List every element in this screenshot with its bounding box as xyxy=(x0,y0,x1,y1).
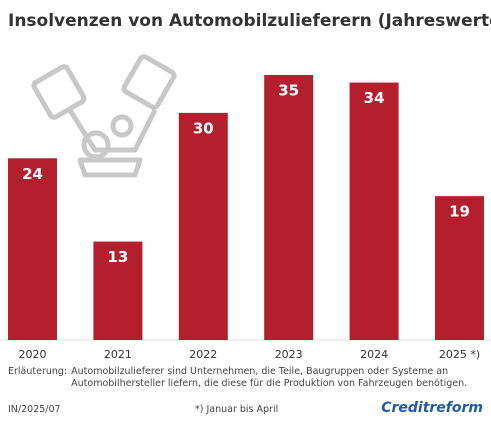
chart: Insolvenzen von Automobilzulieferern (Ja… xyxy=(0,11,491,360)
engine-icon xyxy=(31,54,177,178)
note: Erläuterung: Automobilzulieferer sind Un… xyxy=(8,366,478,390)
bar xyxy=(8,158,57,340)
bar xyxy=(264,75,314,340)
bar xyxy=(349,82,399,341)
bar xyxy=(93,241,143,340)
x-tick-label: 2020 xyxy=(19,348,47,360)
x-tick-label: 2025 *) xyxy=(439,348,480,360)
value-label: 24 xyxy=(22,165,43,183)
note-label: Erläuterung: xyxy=(8,366,68,377)
value-label: 34 xyxy=(364,89,385,107)
x-tick-label: 2022 xyxy=(189,348,217,360)
bar xyxy=(435,196,484,340)
value-label: 30 xyxy=(193,119,214,137)
bar xyxy=(178,112,228,340)
value-label: 19 xyxy=(449,203,470,221)
chart-title: Insolvenzen von Automobilzulieferern (Ja… xyxy=(8,11,491,31)
value-label: 35 xyxy=(278,82,299,100)
note-text: Automobilzulieferer sind Unternehmen, di… xyxy=(71,366,468,389)
x-tick-label: 2024 xyxy=(360,348,388,360)
footnote: *) Januar bis April xyxy=(195,404,279,415)
x-tick-label: 2023 xyxy=(275,348,303,360)
x-tick-label: 2021 xyxy=(104,348,132,360)
brand: Creditreform xyxy=(381,400,483,416)
code: IN/2025/07 xyxy=(8,404,61,415)
value-label: 13 xyxy=(107,248,128,266)
